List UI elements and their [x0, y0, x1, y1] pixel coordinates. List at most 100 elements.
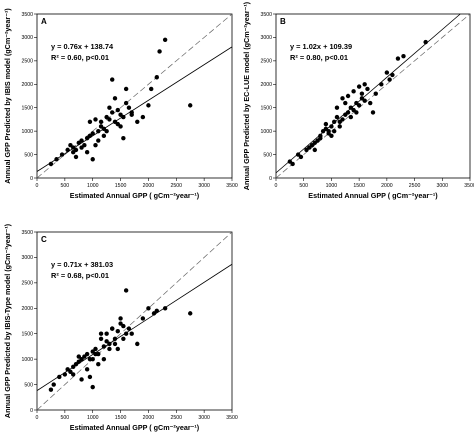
data-point — [65, 147, 70, 153]
data-point — [390, 72, 395, 78]
data-point — [332, 128, 337, 134]
y-tick-label: 1000 — [21, 129, 33, 135]
panel-a: 00 500 500 1000 1000 1500 1500 2000 2000 2500 2500… — [3, 8, 238, 200]
data-point — [73, 362, 79, 367]
data-point — [115, 346, 120, 352]
regression-equation: y = 0.71x + 381.03 — [51, 260, 113, 269]
data-point — [71, 372, 76, 377]
regression-line — [36, 263, 233, 391]
data-point — [162, 37, 168, 42]
data-point — [157, 49, 162, 54]
y-tick-label: 0 — [30, 176, 33, 182]
one-to-one-line — [36, 13, 233, 179]
data-point — [146, 306, 151, 311]
data-point — [326, 131, 331, 136]
data-point — [104, 331, 109, 336]
data-point — [101, 344, 107, 349]
data-point — [79, 138, 84, 143]
data-point — [79, 377, 84, 382]
y-tick-label: 3500 — [260, 12, 272, 18]
data-point — [98, 119, 104, 124]
data-point — [93, 143, 98, 148]
x-tick-label: 3000 — [198, 183, 210, 189]
x-tick-label: 1000 — [87, 183, 99, 189]
panel-label: C — [41, 235, 47, 244]
data-point — [90, 157, 95, 162]
data-point — [123, 288, 129, 293]
data-point — [370, 110, 376, 115]
data-point — [126, 326, 132, 331]
data-point — [368, 100, 373, 106]
data-point — [118, 124, 123, 129]
y-tick-label: 2000 — [21, 306, 33, 312]
regression-line — [275, 13, 461, 174]
data-point — [121, 135, 126, 141]
data-point — [107, 346, 112, 352]
data-point — [123, 86, 129, 92]
data-point — [76, 354, 81, 359]
y-tick-label: 3000 — [21, 35, 33, 41]
data-point — [334, 114, 340, 120]
regression-line — [36, 46, 233, 172]
data-point — [107, 105, 112, 110]
data-point — [57, 374, 62, 380]
data-point — [356, 84, 362, 89]
x-tick-label: 1500 — [115, 415, 127, 421]
data-point — [340, 96, 345, 101]
data-point — [340, 117, 345, 122]
data-point — [112, 96, 118, 101]
x-tick-label: 2000 — [381, 183, 393, 189]
y-tick-label: 3500 — [21, 230, 33, 236]
y-tick-label: 2000 — [21, 82, 33, 88]
data-point — [84, 150, 90, 155]
data-point — [115, 328, 120, 334]
data-point — [84, 351, 90, 357]
data-point — [290, 161, 295, 167]
data-point — [121, 114, 126, 120]
data-point — [362, 82, 367, 87]
regression-stats: R² = 0.68, p<0.01 — [51, 271, 109, 280]
panel-c: 00 500 500 1000 1000 1500 1500 2000 2000 2500 2500… — [3, 223, 238, 432]
data-point — [90, 131, 95, 136]
data-point — [354, 110, 359, 115]
data-point — [384, 70, 390, 75]
data-point — [93, 351, 98, 357]
x-tick-label: 0 — [36, 183, 39, 189]
x-tick-label: 3000 — [437, 183, 449, 189]
data-point — [345, 93, 351, 99]
y-tick-label: 1000 — [21, 357, 33, 363]
data-point — [379, 82, 384, 87]
y-tick-label: 1500 — [21, 106, 33, 112]
data-point — [76, 359, 81, 364]
data-point — [149, 86, 154, 92]
data-point — [362, 98, 367, 103]
y-tick-label: 0 — [269, 176, 272, 182]
data-point — [387, 77, 392, 82]
data-point — [343, 100, 348, 106]
data-point — [162, 306, 168, 311]
data-point — [135, 119, 140, 124]
data-point — [129, 331, 134, 336]
data-point — [73, 154, 79, 160]
data-point — [98, 331, 104, 336]
data-point — [334, 105, 340, 110]
y-tick-label: 500 — [24, 152, 33, 158]
data-point — [146, 103, 151, 108]
data-point — [121, 336, 126, 341]
data-point — [110, 326, 115, 331]
y-tick-label: 3000 — [260, 35, 272, 41]
x-axis-label: Estimated Annual GPP ( gCm⁻²year⁻¹) — [70, 191, 200, 200]
y-tick-label: 1500 — [260, 106, 272, 112]
x-tick-label: 2500 — [171, 415, 183, 421]
x-tick-label: 2000 — [143, 415, 155, 421]
data-point — [107, 117, 112, 122]
data-point — [188, 311, 193, 316]
data-point — [101, 356, 107, 362]
data-point — [401, 53, 406, 59]
panel-label: A — [41, 17, 47, 26]
data-point — [82, 354, 87, 359]
data-point — [373, 91, 378, 96]
data-point — [312, 147, 317, 153]
data-point — [96, 362, 101, 367]
plot-frame — [36, 13, 233, 179]
